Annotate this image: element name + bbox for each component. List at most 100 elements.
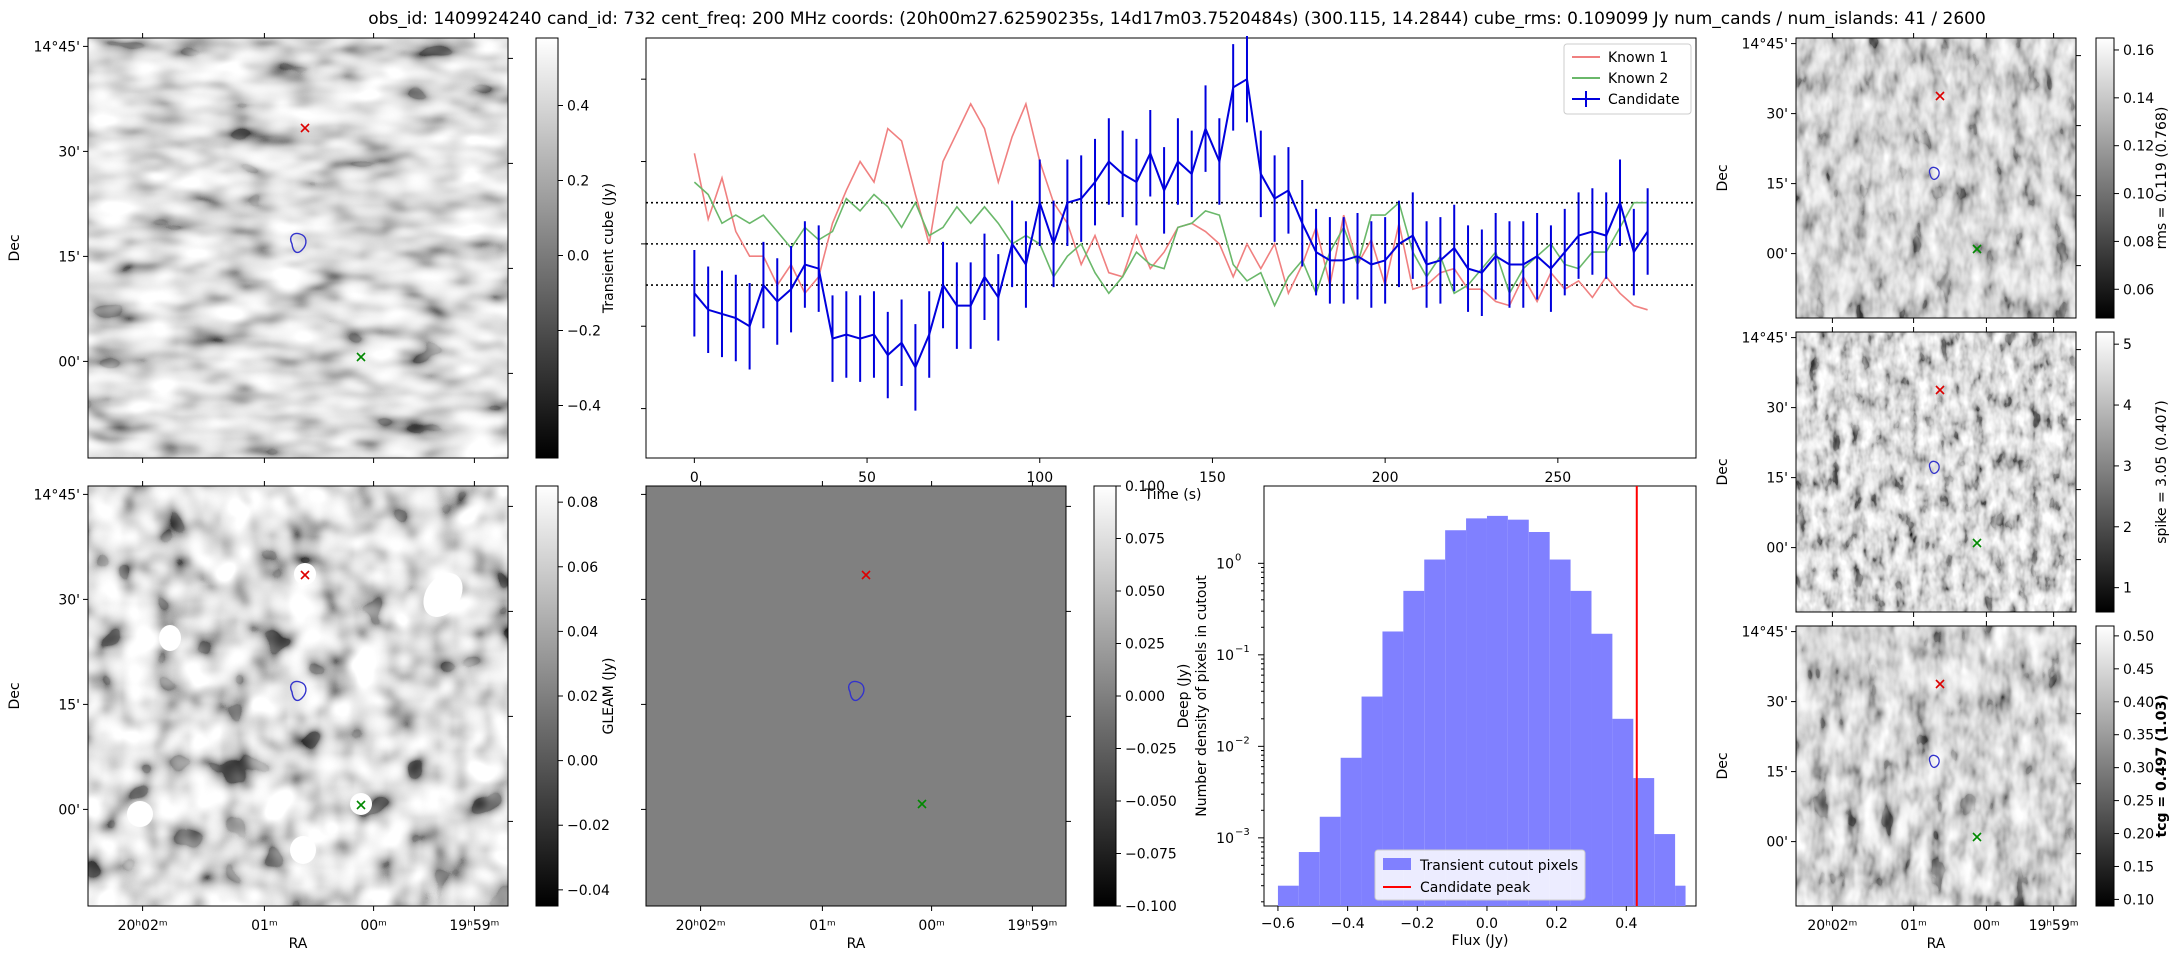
histogram-bar bbox=[1675, 885, 1686, 906]
ra-tick-label: 20ʰ02ᵐ bbox=[676, 918, 726, 934]
ra-tick-label: 19ʰ59ᵐ bbox=[449, 918, 499, 934]
legend-known2: Known 2 bbox=[1608, 71, 1668, 87]
ra-tick-label: 01ᵐ bbox=[1900, 918, 1927, 934]
histogram-bar bbox=[1298, 852, 1320, 906]
y-tick-label: 10 bbox=[1216, 831, 1234, 847]
hist-ylabel: Number density of pixels in cutout bbox=[1194, 575, 1210, 817]
y-tick-label: 10 bbox=[1216, 648, 1234, 664]
histogram-bar bbox=[1570, 590, 1592, 906]
panel-light-curve: 0 50 100 150 200 250 Time (s) Known 1 Known 2… bbox=[641, 35, 1697, 503]
x-tick-label: 200 bbox=[1372, 470, 1399, 486]
colorbar-tick-label: 0.02 bbox=[567, 689, 598, 705]
dec-tick-label: 30' bbox=[1766, 695, 1788, 711]
y-tick-label: 10 bbox=[1216, 556, 1234, 572]
colorbar-tick-label: −0.075 bbox=[1125, 847, 1177, 863]
colorbar-gradient bbox=[535, 37, 559, 459]
colorbar-tick-label: 0.100 bbox=[1125, 479, 1165, 495]
ra-tick-label: 00ᵐ bbox=[1973, 918, 2000, 934]
x-tick-label: 0.0 bbox=[1476, 916, 1498, 932]
colorbar-gradient bbox=[535, 485, 559, 907]
dec-tick-label: 00' bbox=[1766, 835, 1788, 851]
histogram-bar bbox=[1424, 559, 1446, 906]
colorbar-tick-label: 2 bbox=[2123, 520, 2132, 536]
colorbar-tick-label: 0.30 bbox=[2123, 761, 2154, 777]
x-tick-label: 250 bbox=[1544, 470, 1571, 486]
dec-tick-label: 15' bbox=[58, 249, 80, 265]
colorbar-gradient bbox=[2095, 37, 2115, 319]
histogram-bar bbox=[1277, 885, 1299, 906]
colorbar-tick-label: −0.04 bbox=[567, 883, 610, 899]
colorbar-tick-label: 0.025 bbox=[1125, 637, 1165, 653]
histogram-bar bbox=[1591, 633, 1613, 906]
colorbar-tick-label: −0.2 bbox=[567, 324, 601, 340]
x-tick-label: −0.6 bbox=[1261, 916, 1295, 932]
panel-transient-cube: 14°45' 30' 15' 00' Dec 0.4 0.2 0.0 −0.2 −0.4 Tra… bbox=[7, 33, 617, 463]
ra-tick-label: 01ᵐ bbox=[251, 918, 278, 934]
colorbar-tick-label: 0.08 bbox=[567, 495, 598, 511]
series-known-2 bbox=[693, 181, 1648, 308]
colorbar-tick-label: 0.15 bbox=[2123, 859, 2154, 875]
panel-deep: 20ʰ02ᵐ 01ᵐ 00ᵐ 19ʰ59ᵐ RA 0.100 0.075 0.050 0.0… bbox=[641, 479, 1192, 952]
ra-axis-label: RA bbox=[1927, 936, 1946, 952]
figure-title: obs_id: 1409924240 cand_id: 732 cent_fre… bbox=[368, 9, 1986, 29]
colorbar-tick-label: 0.25 bbox=[2123, 794, 2154, 810]
dec-axis-label: Dec bbox=[1715, 458, 1731, 485]
histogram-bar bbox=[1382, 631, 1404, 906]
dec-tick-label: 14°45' bbox=[1742, 37, 1788, 53]
histogram-bar bbox=[1654, 834, 1676, 906]
colorbar-tick-label: 0.075 bbox=[1125, 532, 1165, 548]
colorbar-tick-label: 0.04 bbox=[567, 624, 598, 640]
panel-gleam: 20ʰ02ᵐ 01ᵐ 00ᵐ 19ʰ59ᵐ 14°45' 30' 15' 00' Dec RA… bbox=[7, 481, 617, 952]
dec-tick-label: 15' bbox=[1766, 765, 1788, 781]
colorbar-tick-label: 0.14 bbox=[2123, 91, 2154, 107]
dec-tick-label: 14°45' bbox=[34, 39, 80, 55]
histogram-bar bbox=[1633, 778, 1655, 906]
panel-rms: 14°45' 30' 15' 00' Dec 0.16 0.14 0.12 0.10 0.08… bbox=[1715, 33, 2170, 323]
colorbar-tick-label: 4 bbox=[2123, 398, 2132, 414]
y-tick-exponent: −1 bbox=[1235, 644, 1250, 655]
x-tick-label: 0 bbox=[690, 470, 699, 486]
x-tick-label: −0.2 bbox=[1400, 916, 1434, 932]
x-tick-label: 100 bbox=[1026, 470, 1053, 486]
histogram-bar bbox=[1486, 515, 1508, 906]
dec-axis-label: Dec bbox=[1715, 752, 1731, 779]
ra-tick-label: 00ᵐ bbox=[360, 918, 387, 934]
x-tick-label: 150 bbox=[1199, 470, 1226, 486]
dec-tick-label: 15' bbox=[1766, 471, 1788, 487]
red-cross-marker bbox=[861, 570, 871, 580]
colorbar-tick-label: 0.06 bbox=[567, 560, 598, 576]
legend-transient-pixels: Transient cutout pixels bbox=[1419, 858, 1578, 874]
ra-tick-label: 19ʰ59ᵐ bbox=[1007, 918, 1057, 934]
dec-tick-label: 30' bbox=[1766, 107, 1788, 123]
colorbar-tick-label: 5 bbox=[2123, 337, 2132, 353]
green-cross-marker bbox=[356, 800, 366, 810]
lc-legend: Known 1 Known 2 Candidate bbox=[1563, 43, 1692, 115]
dec-axis-label: Dec bbox=[7, 682, 23, 709]
dec-tick-label: 14°45' bbox=[1742, 625, 1788, 641]
dec-axis-label: Dec bbox=[1715, 164, 1731, 191]
colorbar-gradient bbox=[2095, 331, 2115, 613]
ra-tick-label: 19ʰ59ᵐ bbox=[2029, 918, 2079, 934]
dec-tick-label: 30' bbox=[58, 592, 80, 608]
panel-spike: 14°45' 30' 15' 00' Dec 5 4 3 2 1 spike = 3.05 (0… bbox=[1715, 327, 2170, 617]
red-cross-marker bbox=[1935, 679, 1945, 689]
colorbar-label: rms = 0.119 (0.768) bbox=[2154, 107, 2170, 250]
colorbar-tick-label: 3 bbox=[2123, 459, 2132, 475]
colorbar-gradient bbox=[2095, 625, 2115, 907]
dec-tick-label: 30' bbox=[58, 144, 80, 160]
legend-known1: Known 1 bbox=[1608, 50, 1668, 66]
histogram-bar bbox=[1319, 816, 1341, 906]
series-candidate bbox=[693, 77, 1649, 370]
colorbar-tick-label: 0.06 bbox=[2123, 282, 2154, 298]
green-cross-marker bbox=[1972, 538, 1982, 548]
colorbar-tick-label: 0.40 bbox=[2123, 695, 2154, 711]
colorbar-label: GLEAM (Jy) bbox=[601, 658, 617, 735]
ra-axis-label: RA bbox=[289, 936, 308, 952]
histogram-bar bbox=[1466, 518, 1487, 906]
dec-tick-label: 30' bbox=[1766, 401, 1788, 417]
source-contour bbox=[1928, 166, 1940, 181]
bright-source-blob bbox=[127, 801, 153, 827]
ra-tick-label: 20ʰ02ᵐ bbox=[1807, 918, 1857, 934]
dec-tick-label: 14°45' bbox=[1742, 331, 1788, 347]
